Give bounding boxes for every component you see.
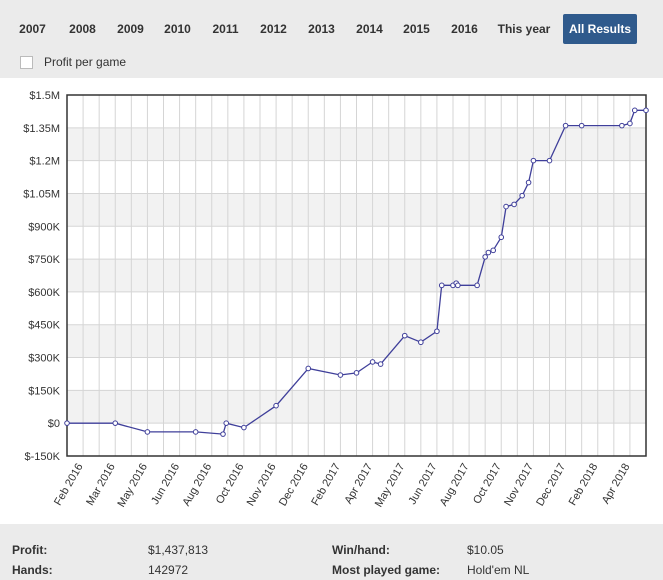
data-point <box>631 107 638 114</box>
data-point <box>498 234 505 241</box>
data-point <box>273 402 279 409</box>
data-point <box>519 192 525 199</box>
y-tick-label: $0 <box>48 418 60 430</box>
data-point <box>643 107 649 114</box>
tab-2010[interactable]: 2010 <box>164 22 191 36</box>
data-point <box>562 122 569 129</box>
y-tick-label: $450K <box>28 320 60 332</box>
most-played-value: Hold'em NL <box>467 563 530 577</box>
hands-label: Hands: <box>12 563 53 577</box>
x-tick-label: Aug 2017 <box>438 462 472 509</box>
data-point <box>112 420 119 426</box>
hands-value: 142972 <box>148 563 189 577</box>
y-tick-label: $1.5M <box>29 90 60 102</box>
data-point <box>438 282 445 289</box>
data-point <box>482 254 488 260</box>
win-hand-label: Win/hand: <box>332 543 390 557</box>
y-tick-label: $900K <box>28 221 60 233</box>
chart-panel: $1.5M $1.35M $1.2M $1.05M $900K $750K $600K $45… <box>0 78 663 524</box>
data-point <box>223 420 230 426</box>
y-tick-label: $1.35M <box>23 123 60 135</box>
data-point <box>619 122 625 129</box>
data-point <box>511 201 517 208</box>
profit-chart: $1.5M $1.35M $1.2M $1.05M $900K $750K $600K $45… <box>23 90 649 510</box>
data-point <box>530 157 537 164</box>
tab-2008[interactable]: 2008 <box>69 22 96 36</box>
data-point <box>474 282 480 289</box>
tab-2012[interactable]: 2012 <box>260 22 287 36</box>
profit-per-game-label: Profit per game <box>44 55 127 69</box>
data-point <box>401 332 408 339</box>
tab-2011[interactable]: 2011 <box>212 22 239 36</box>
plot-frame <box>66 94 647 457</box>
data-point <box>546 157 553 164</box>
x-tick-label: Nov 2017 <box>502 462 536 509</box>
x-tick-label: Dec 2016 <box>277 462 311 509</box>
data-point <box>418 339 424 346</box>
data-point <box>377 361 384 367</box>
data-point <box>434 328 440 335</box>
x-tick-label: Aug 2016 <box>180 462 214 509</box>
x-tick-label: Nov 2016 <box>245 462 279 509</box>
data-point <box>485 249 492 256</box>
data-point <box>369 359 376 365</box>
data-point <box>353 370 360 376</box>
tab-2016[interactable]: 2016 <box>451 22 478 36</box>
y-tick-label: $-150K <box>25 451 61 463</box>
tab-2009[interactable]: 2009 <box>117 22 144 36</box>
tab-2014[interactable]: 2014 <box>356 22 383 36</box>
x-tick-label: Feb 2017 <box>309 462 343 508</box>
tab-this-year[interactable]: This year <box>497 22 551 36</box>
x-tick-label: Dec 2017 <box>534 462 568 509</box>
data-point <box>578 122 585 129</box>
tab-2007[interactable]: 2007 <box>19 22 46 36</box>
profit-value: $1,437,813 <box>148 543 209 557</box>
data-point <box>455 282 461 289</box>
y-tick-label: $150K <box>28 385 60 397</box>
x-tick-label: Oct 2016 <box>214 462 247 507</box>
x-tick-label: Jun 2016 <box>149 462 182 507</box>
x-tick-label: Oct 2017 <box>471 462 504 507</box>
y-tick-label: $300K <box>28 353 60 365</box>
x-tick-label: May 2016 <box>115 462 150 510</box>
year-tabs: 2007 2008 2009 2010 2011 2012 2013 2014 … <box>0 0 663 44</box>
data-point <box>241 424 247 431</box>
x-tick-label: Apr 2018 <box>600 462 633 507</box>
x-tick-label: Feb 2018 <box>567 462 601 508</box>
y-tick-label: $750K <box>28 254 60 266</box>
x-tick-label: Apr 2017 <box>342 462 375 507</box>
data-point <box>220 431 226 437</box>
data-point <box>503 203 509 210</box>
data-point <box>64 420 70 426</box>
data-point <box>337 372 344 378</box>
x-tick-label: Feb 2016 <box>52 462 86 508</box>
tab-2013[interactable]: 2013 <box>308 22 335 36</box>
profit-per-game-toggle[interactable]: Profit per game <box>20 54 126 70</box>
data-point <box>525 179 532 186</box>
tab-all-results[interactable]: All Results <box>563 14 637 44</box>
x-tick-label: Mar 2016 <box>84 462 118 508</box>
data-point <box>490 247 497 254</box>
y-tick-label: $600K <box>28 287 60 299</box>
x-tick-label: May 2017 <box>373 462 408 510</box>
data-point <box>627 120 633 127</box>
tab-2015[interactable]: 2015 <box>403 22 430 36</box>
y-tick-label: $1.05M <box>23 188 60 200</box>
profit-per-game-checkbox[interactable] <box>20 55 33 69</box>
x-tick-label: Jun 2017 <box>406 462 439 507</box>
data-point <box>305 365 312 372</box>
data-point <box>144 429 151 435</box>
data-point <box>192 429 199 435</box>
stats-panel: Profit: $1,437,813 Win/hand: $10.05 Hand… <box>0 536 663 580</box>
profit-label: Profit: <box>12 543 48 557</box>
y-tick-label: $1.2M <box>29 156 60 168</box>
most-played-label: Most played game: <box>332 563 441 577</box>
win-hand-value: $10.05 <box>467 543 504 557</box>
